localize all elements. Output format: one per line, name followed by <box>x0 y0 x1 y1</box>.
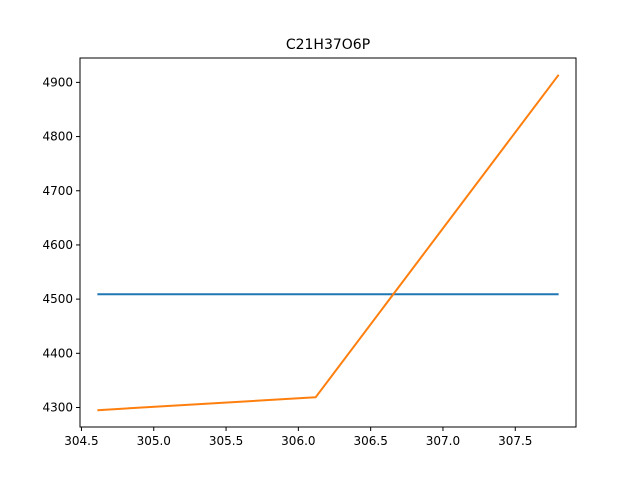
x-tick-label: 305.5 <box>209 434 243 448</box>
series-line-2 <box>97 74 560 412</box>
x-tick-label: 306.5 <box>353 434 387 448</box>
x-tick-label: 304.5 <box>64 434 98 448</box>
y-tick-label: 4600 <box>42 238 73 252</box>
x-tick-label: 305.0 <box>137 434 171 448</box>
x-tick-label: 306.0 <box>281 434 315 448</box>
x-tick-label: 307.5 <box>498 434 532 448</box>
y-tick-label: 4300 <box>42 400 73 414</box>
plot-area: 304.5 305.0 305.5 306.0 306.5 307.0 307.5 4300 4… <box>42 57 577 448</box>
y-tick-label: 4800 <box>42 130 73 144</box>
y-tick-label: 4500 <box>42 292 73 306</box>
axes-frame <box>79 57 577 428</box>
y-tick-label: 4700 <box>42 184 73 198</box>
x-tick-label: 307.0 <box>426 434 460 448</box>
chart-title: C21H37O6P <box>286 37 370 53</box>
y-tick-label: 4900 <box>42 75 73 89</box>
y-tick-label: 4400 <box>42 346 73 360</box>
